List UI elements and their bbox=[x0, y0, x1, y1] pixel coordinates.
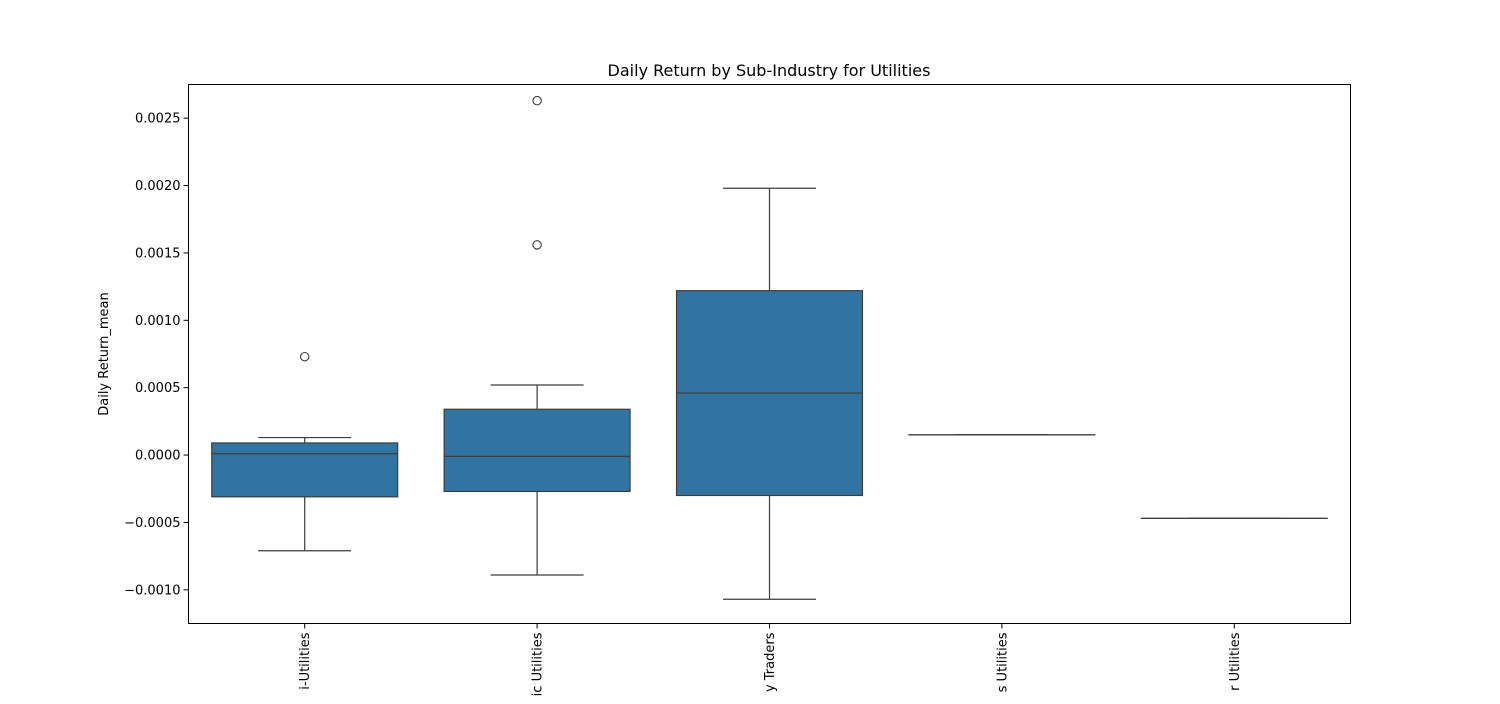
x-axis: i-Utilities ic Utilities y Traders s Utilit… bbox=[298, 624, 1243, 697]
boxes-layer bbox=[212, 96, 1328, 599]
outlier-point bbox=[533, 241, 541, 249]
box-group bbox=[212, 352, 398, 550]
outlier-point bbox=[533, 96, 541, 104]
iqr-box bbox=[444, 409, 630, 491]
y-axis: −0.0010 −0.0005 0.0000 0.0005 0.0010 0.0015 0.… bbox=[124, 112, 188, 599]
x-tick-label: r Utilities bbox=[1228, 632, 1243, 691]
x-tick-label: s Utilities bbox=[995, 632, 1010, 692]
y-tick-label: 0.0015 bbox=[135, 246, 181, 261]
y-tick-label: 0.0000 bbox=[135, 449, 181, 464]
x-tick-label: ic Utilities bbox=[531, 632, 546, 696]
y-tick-label: 0.0010 bbox=[135, 314, 181, 329]
box-group bbox=[677, 188, 863, 599]
outlier-point bbox=[301, 352, 309, 360]
y-tick-label: −0.0005 bbox=[124, 516, 180, 531]
y-tick-label: −0.0010 bbox=[124, 583, 180, 598]
y-tick-label: 0.0020 bbox=[135, 179, 181, 194]
y-tick-label: 0.0025 bbox=[135, 112, 181, 127]
y-axis-label: Daily Return_mean bbox=[97, 292, 112, 416]
chart-title: Daily Return by Sub-Industry for Utiliti… bbox=[608, 61, 931, 80]
x-tick-label: i-Utilities bbox=[298, 632, 313, 689]
box-group bbox=[444, 96, 630, 575]
iqr-box bbox=[212, 443, 398, 497]
y-tick-label: 0.0005 bbox=[135, 381, 181, 396]
x-tick-label: y Traders bbox=[763, 632, 778, 692]
